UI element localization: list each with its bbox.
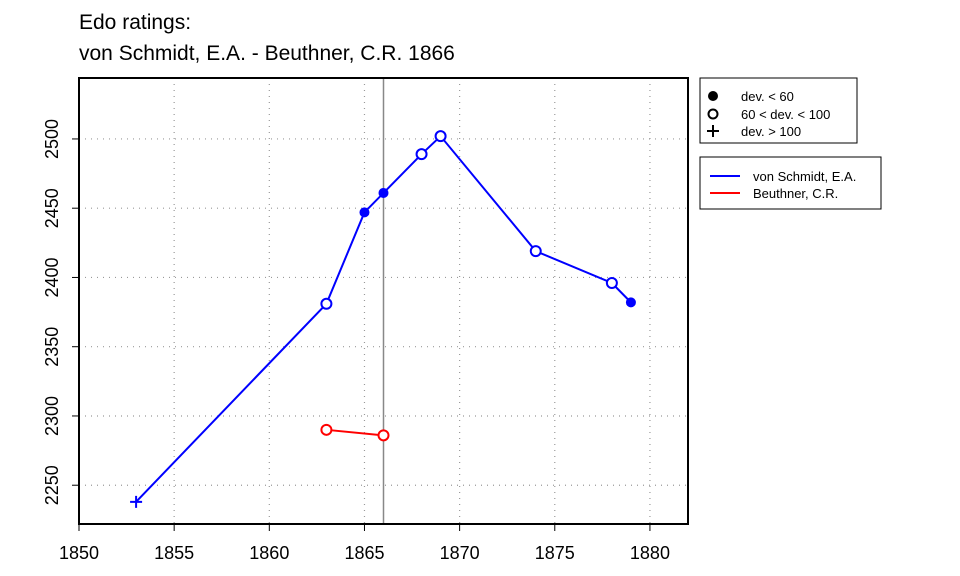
data-point-open [605, 276, 618, 289]
y-tick-label: 2300 [42, 396, 62, 436]
x-tick-label: 1850 [59, 543, 99, 563]
y-tick-label: 2450 [42, 188, 62, 228]
series-legend-label-beuthner: Beuthner, C.R. [753, 186, 838, 201]
series-legend: von Schmidt, E.A. Beuthner, C.R. [699, 156, 882, 210]
y-axis: 2250 2300 2350 2400 2450 2500 [42, 119, 80, 505]
grid-lines [79, 78, 688, 524]
series-legend-box [699, 156, 882, 210]
y-tick-label: 2400 [42, 257, 62, 297]
data-point-filled [359, 207, 370, 218]
x-tick-label: 1880 [630, 543, 670, 563]
plus-icon [707, 125, 719, 137]
marker-legend-box [699, 77, 858, 144]
series-legend-label-von-schmidt: von Schmidt, E.A. [753, 169, 856, 184]
marker-legend-label-mid: 60 < dev. < 100 [741, 107, 830, 122]
data-point-filled [378, 187, 389, 198]
data-point-filled [625, 297, 636, 308]
data-point-open [415, 148, 428, 161]
data-point-open [529, 245, 542, 258]
x-tick-label: 1870 [440, 543, 480, 563]
marker-legend-label-low: dev. < 60 [741, 89, 794, 104]
y-tick-label: 2500 [42, 119, 62, 159]
chart-title-line-2: von Schmidt, E.A. - Beuthner, C.R. 1866 [79, 42, 455, 65]
data-point-plus [130, 495, 143, 508]
y-tick-label: 2350 [42, 327, 62, 367]
x-tick-label: 1855 [154, 543, 194, 563]
filled-circle-icon [708, 91, 718, 101]
data-point-open [320, 423, 333, 436]
x-tick-label: 1875 [535, 543, 575, 563]
x-axis: 1850 1855 1860 1865 1870 1875 1880 [59, 523, 670, 563]
series-lines [130, 130, 636, 508]
series-beuthner [320, 423, 390, 442]
marker-legend-label-high: dev. > 100 [741, 124, 801, 139]
data-point-open [434, 130, 447, 143]
marker-legend: dev. < 60 60 < dev. < 100 dev. > 100 [699, 77, 858, 144]
chart-title-line-1: Edo ratings: [79, 11, 191, 34]
data-point-open [377, 429, 390, 442]
y-tick-label: 2250 [42, 465, 62, 505]
series-line [326, 428, 384, 437]
x-tick-label: 1860 [249, 543, 289, 563]
open-circle-icon [707, 108, 719, 120]
series-von-schmidt [130, 130, 636, 508]
data-point-open [320, 297, 333, 310]
x-tick-label: 1865 [344, 543, 384, 563]
